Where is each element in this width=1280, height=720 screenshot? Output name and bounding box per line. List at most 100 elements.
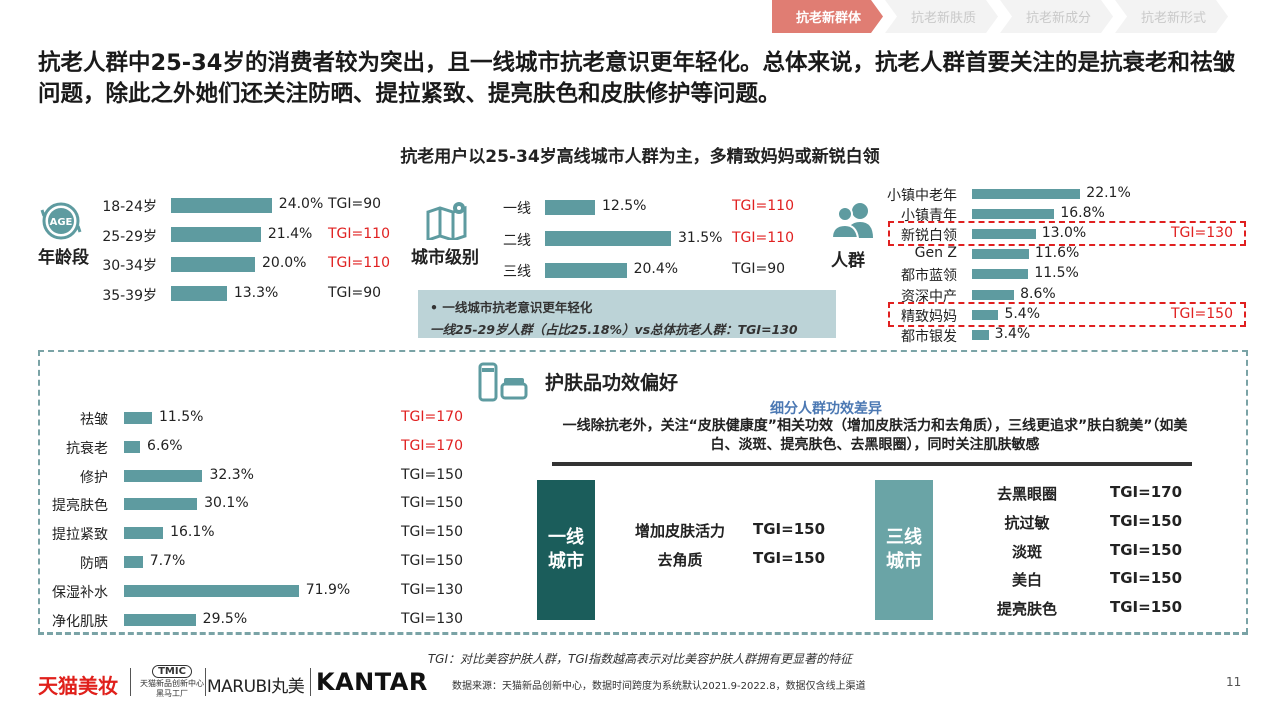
efficacy-bar (124, 527, 164, 540)
nav-tab-new-skin[interactable]: 抗老新肤质 (885, 0, 998, 33)
efficacy-row-label: 提亮肤色 (52, 498, 108, 515)
efficacy-value-label: 29.5% (202, 610, 248, 627)
city-bar (545, 262, 627, 278)
tier1-city-label: 一线 城市 (548, 527, 584, 572)
efficacy-tgi-label: TGI=150 (401, 495, 463, 512)
tier-item-tgi: TGI=150 (753, 548, 826, 567)
efficacy-row-label: 保湿补水 (52, 584, 108, 601)
segment-divider (552, 462, 1192, 466)
people-bar (972, 209, 1055, 220)
efficacy-tgi-label: TGI=130 (401, 610, 463, 627)
city-tgi-label: TGI=90 (732, 261, 786, 277)
efficacy-tgi-label: TGI=150 (401, 553, 463, 569)
efficacy-row-label: 提拉紧致 (52, 527, 108, 544)
section-nav: 抗老新群体 抗老新肤质 抗老新成分 抗老新形式 (772, 0, 1230, 33)
efficacy-value-label: 6.6% (147, 437, 183, 454)
people-value-label: 11.6% (1034, 245, 1080, 262)
age-row-label: 35-39岁 (102, 287, 157, 304)
age-icon-text: AGE (50, 217, 73, 228)
tmic-line2: 黑马工厂 (156, 689, 188, 698)
age-bar (171, 197, 272, 213)
efficacy-value-label: 30.1% (204, 495, 249, 512)
people-value-label: 13.0% (1041, 225, 1087, 242)
efficacy-tgi-label: TGI=130 (401, 581, 463, 598)
efficacy-row-label: 修护 (80, 469, 108, 486)
tier-item-tgi: TGI=150 (1110, 569, 1183, 588)
age-bar (171, 227, 261, 242)
page-number: 11 (1226, 675, 1242, 689)
people-value-label: 11.5% (1034, 265, 1079, 282)
city-value-label: 20.4% (633, 261, 679, 277)
nav-tab-new-ingredient[interactable]: 抗老新成分 (1000, 0, 1113, 33)
efficacy-tgi-label: TGI=150 (401, 524, 463, 541)
tier3-city-label: 三线 城市 (886, 527, 922, 572)
tier1-city-box: 一线 城市 (537, 480, 595, 620)
age-tgi-label: TGI=90 (328, 284, 382, 301)
efficacy-tgi-label: TGI=170 (401, 409, 463, 425)
people-value-label: 8.6% (1020, 285, 1056, 302)
tmall-beauty-logo: 天猫美妆 (38, 674, 118, 698)
city-row-label: 一线 (503, 201, 531, 217)
people-row-label: 小镇中老年 (887, 188, 957, 204)
efficacy-bar (124, 613, 196, 626)
skincare-icon (478, 362, 528, 402)
tier-item-tgi: TGI=150 (1110, 511, 1183, 530)
logo-divider (205, 668, 206, 696)
age-icon: AGE (40, 202, 82, 240)
age-value-label: 20.0% (262, 255, 307, 271)
tier3-city-box: 三线 城市 (875, 480, 933, 620)
page-headline: 抗老人群中25-34岁的消费者较为突出，且一线城市抗老意识更年轻化。总体来说，抗… (38, 50, 1235, 107)
city-row-label: 二线 (503, 232, 531, 249)
tgi-footnote: TGI：对比美容护肤人群，TGI指数越高表示对比美容护肤人群拥有更显著的特征 (427, 652, 853, 666)
age-row-label: 25-29岁 (102, 228, 157, 245)
marubi-logo: MARUBI丸美 (207, 677, 305, 697)
age-tgi-label: TGI=110 (328, 225, 390, 242)
people-value-label: 22.1% (1086, 185, 1131, 201)
efficacy-frame (38, 350, 1248, 634)
efficacy-value-label: 32.3% (209, 466, 254, 483)
people-value-label: 5.4% (1004, 305, 1041, 322)
people-tgi-label: TGI=150 (1171, 305, 1233, 322)
nav-tab-new-form[interactable]: 抗老新形式 (1115, 0, 1228, 33)
people-bar (972, 269, 1029, 280)
age-value-label: 13.3% (233, 284, 279, 301)
tmic-badge: TMIC (152, 665, 192, 678)
efficacy-bar (124, 498, 198, 511)
efficacy-tgi-label: TGI=150 (401, 466, 463, 483)
age-label: 年龄段 (38, 248, 89, 268)
city-note: • 一线城市抗老意识更年轻化 一线25-29岁人群（占比25.18%）vs总体抗… (418, 290, 836, 338)
tier-item-tgi: TGI=150 (1110, 598, 1183, 617)
efficacy-value-label: 11.5% (158, 409, 204, 425)
age-tgi-label: TGI=110 (328, 255, 390, 271)
city-bar (545, 231, 671, 246)
efficacy-value-label: 16.1% (170, 524, 215, 541)
city-note-line2: 一线25-29岁人群（占比25.18%）vs总体抗老人群：TGI=130 (430, 322, 798, 337)
tier-item-label: 去黑眼圈 (996, 485, 1057, 503)
efficacy-bar (124, 440, 141, 453)
section-subtitle: 抗老用户以25-34岁高线城市人群为主，多精致妈妈或新锐白领 (400, 147, 880, 167)
city-value-label: 12.5% (602, 198, 647, 214)
highlight-refined-mom (888, 302, 1246, 327)
people-bar (972, 289, 1015, 300)
nav-tab-new-group[interactable]: 抗老新群体 (772, 0, 883, 33)
efficacy-row-label: 祛皱 (80, 412, 108, 428)
people-bar (972, 189, 1081, 199)
efficacy-frame-bottom (38, 632, 1248, 635)
efficacy-tgi-label: TGI=170 (401, 437, 463, 454)
efficacy-bar (124, 469, 203, 482)
efficacy-row-label: 净化肌肤 (52, 613, 108, 630)
people-tgi-label: TGI=130 (1171, 225, 1233, 242)
tmic-logo: TMIC 天猫新品创新中心 黑马工厂 (140, 659, 204, 699)
tier-item-label: 增加皮肤活力 (634, 522, 725, 540)
tier-item-label: 抗过敏 (1004, 513, 1050, 532)
people-row-label: 都市银发 (901, 328, 957, 345)
people-row-label: Gen Z (914, 245, 957, 262)
efficacy-bar (124, 584, 299, 597)
age-row-label: 18-24岁 (102, 199, 157, 215)
tier-item-label: 淡斑 (1011, 542, 1042, 561)
tier-item-label: 去角质 (657, 550, 703, 569)
tier-item-tgi: TGI=150 (1110, 540, 1183, 559)
tier-item-label: 提亮肤色 (996, 600, 1057, 619)
people-bar (972, 229, 1036, 240)
efficacy-title: 护肤品功效偏好 (545, 372, 679, 394)
